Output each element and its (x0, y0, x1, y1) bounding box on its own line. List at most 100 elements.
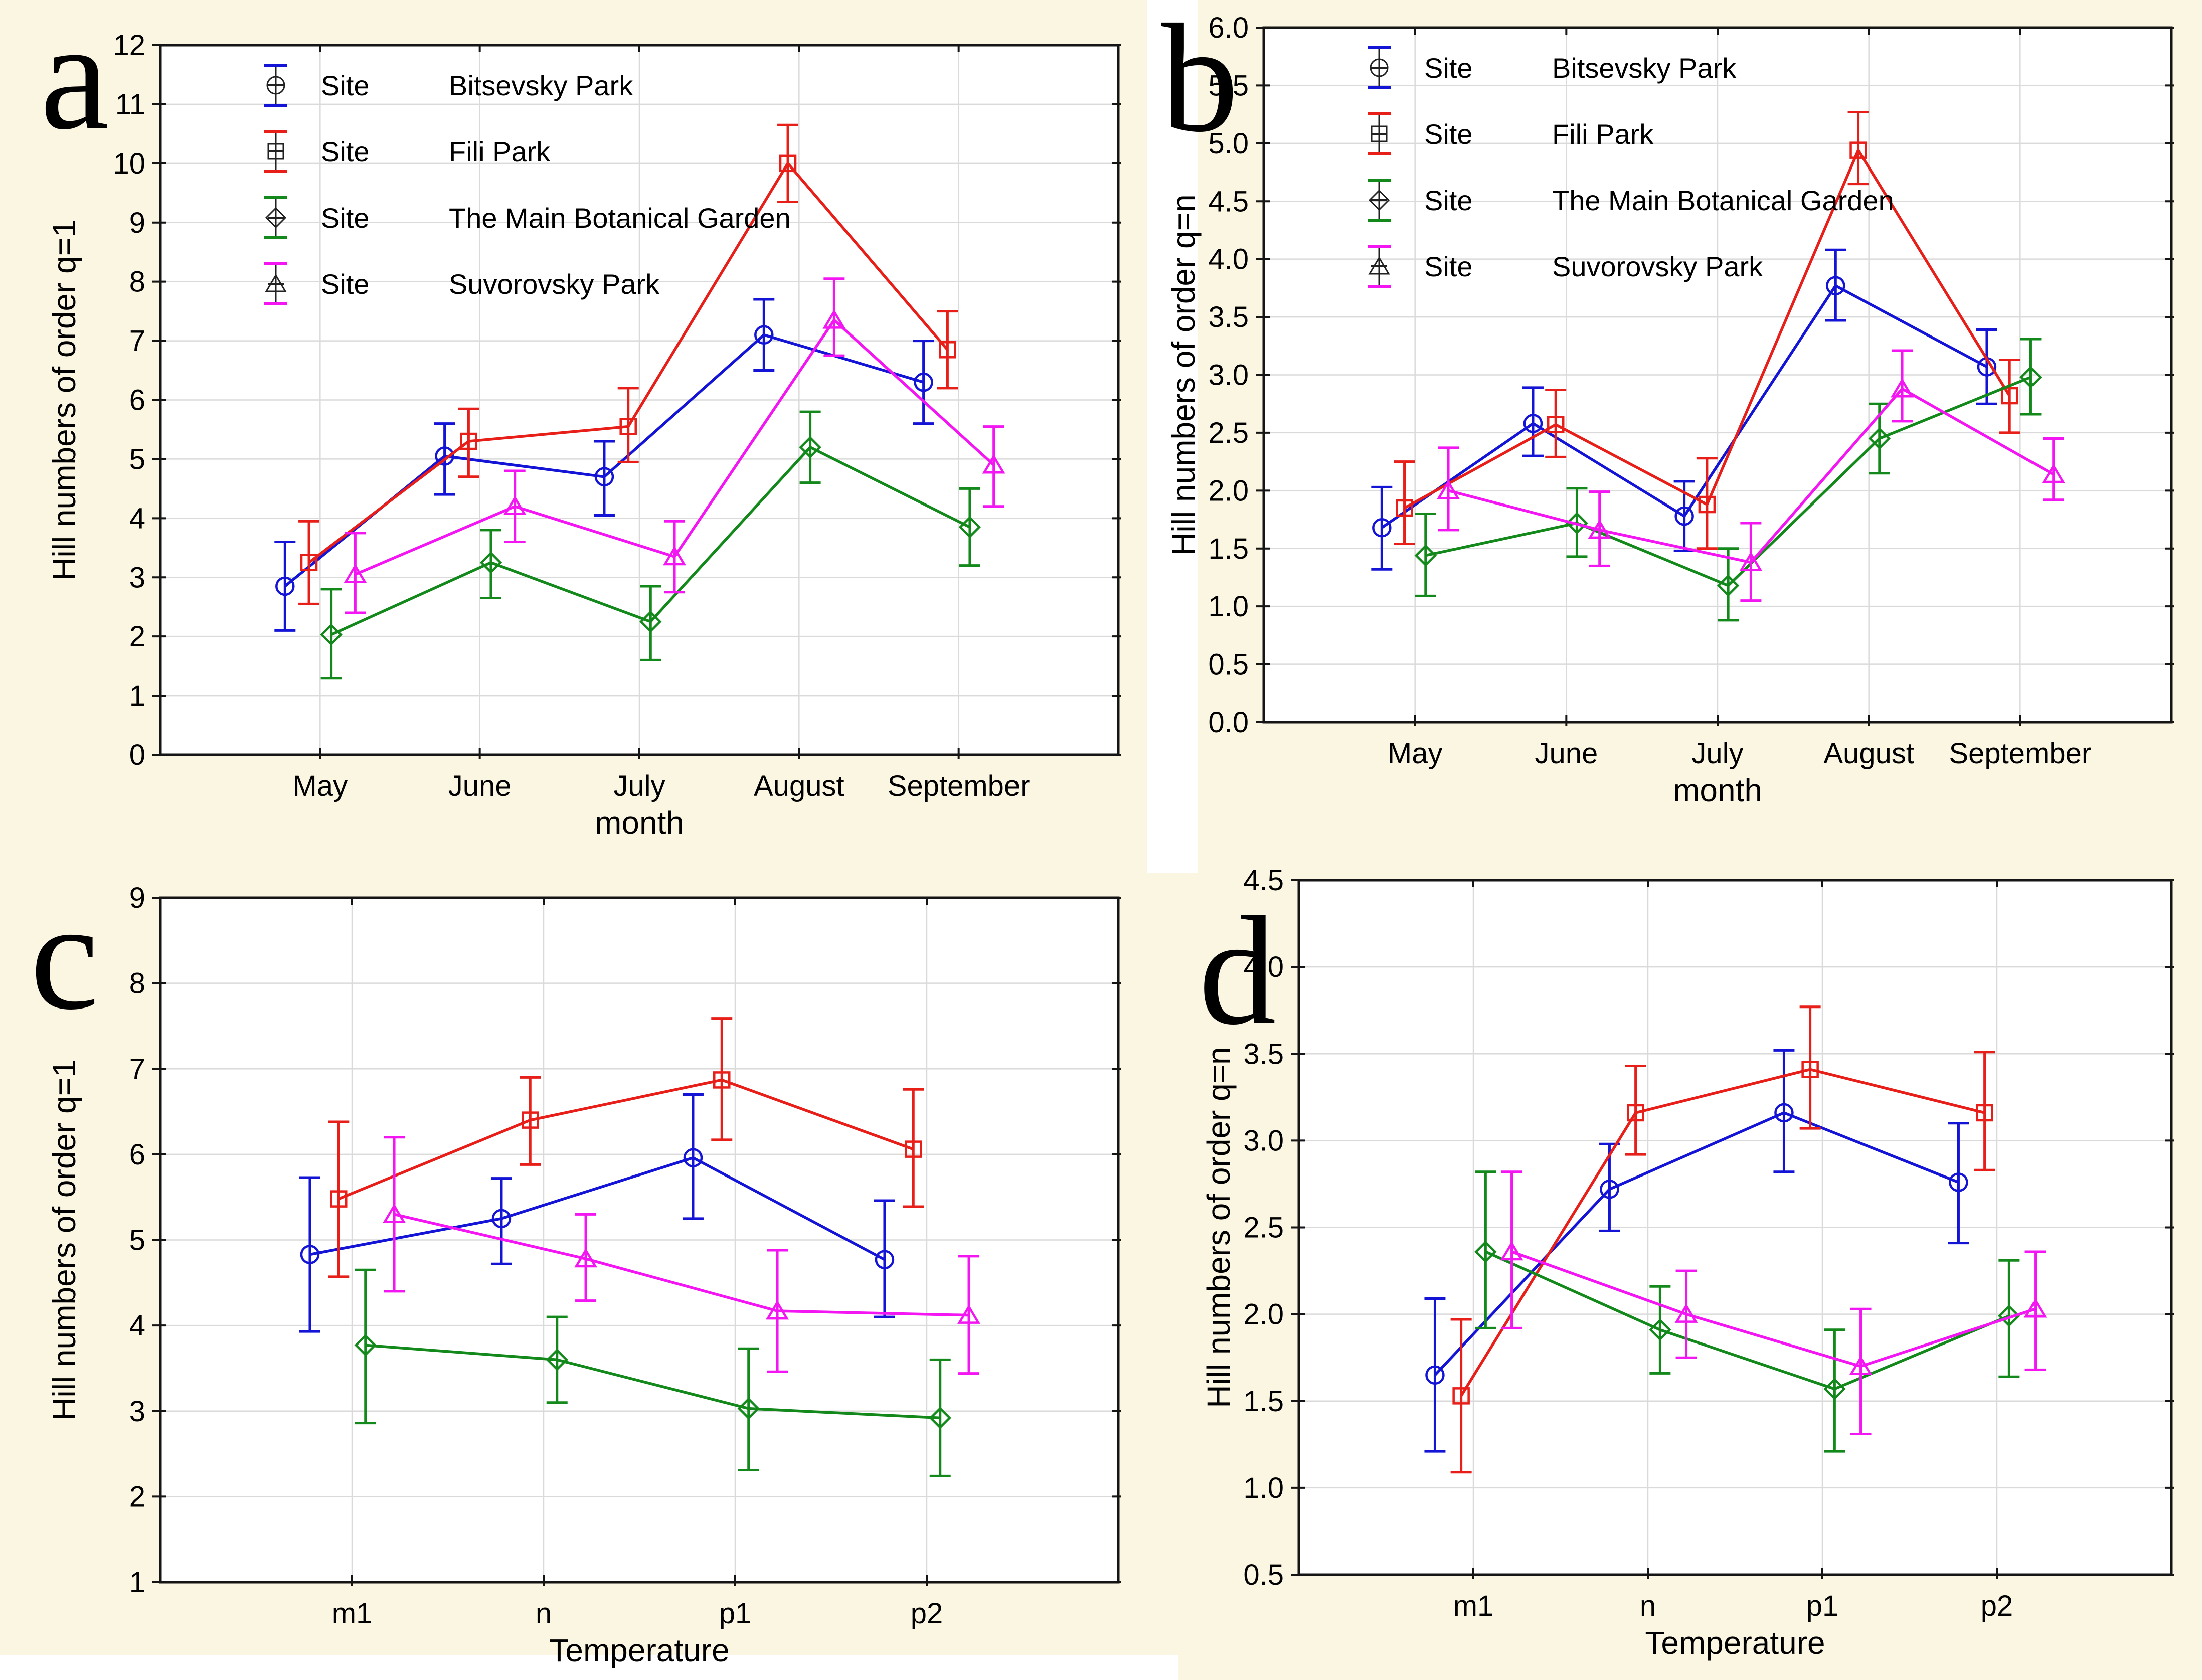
circle-marker (1523, 414, 1543, 433)
y-tick-label: 2.0 (1208, 474, 1249, 507)
circle-marker (683, 1148, 703, 1167)
diamond-marker (1823, 1378, 1846, 1400)
x-tick-label: May (1388, 737, 1443, 770)
y-tick-label: 5.0 (1208, 127, 1249, 160)
series-line (1425, 376, 2031, 587)
square-marker (460, 432, 477, 450)
triangle-marker (2023, 1298, 2047, 1318)
x-tick-label: p1 (1806, 1590, 1839, 1622)
legend-series-name: Suvorovsky Park (1552, 251, 1763, 282)
y-tick-label: 1.5 (1243, 1385, 1284, 1418)
y-axis-title: Hill numbers of order q=1 (46, 1059, 82, 1420)
circle-marker (754, 325, 774, 345)
square-marker (779, 154, 797, 173)
legend-site-label: Site (1424, 52, 1473, 84)
circle-marker (1674, 506, 1694, 526)
y-tick-label: 4.0 (1243, 951, 1284, 983)
series-suvorovsky-park (1437, 349, 2065, 602)
series-line (1511, 1250, 2036, 1368)
x-tick-label: June (448, 770, 512, 802)
triangle-marker (1500, 1241, 1523, 1261)
diamond-marker (1649, 1318, 1671, 1341)
y-tick-label: 7 (129, 1053, 145, 1085)
y-tick-label: 6 (129, 384, 145, 417)
legend-site-label: Site (1424, 118, 1473, 150)
series-suvorovsky-park (344, 277, 1005, 614)
series-suvorovsky-park (1500, 1170, 2047, 1436)
y-tick-label: 6.0 (1208, 12, 1249, 44)
series-line (365, 1343, 940, 1420)
square-marker (2000, 387, 2018, 405)
y-tick-label: 6 (129, 1138, 145, 1171)
y-tick-label: 2.5 (1208, 417, 1249, 449)
series-line (1448, 387, 2055, 564)
y-tick-label: 2.0 (1243, 1298, 1284, 1331)
y-tick-label: 3 (129, 1395, 145, 1428)
y-tick-label: 10 (113, 147, 145, 180)
triangle-marker (663, 546, 686, 566)
circle-marker (1949, 1172, 1968, 1192)
triangle-marker (344, 563, 367, 583)
y-tick-label: 5 (129, 443, 145, 475)
legend: Site Bitsevsky Park Site Fili Park Site The M… (264, 64, 791, 305)
y-tick-label: 3.5 (1208, 301, 1249, 333)
legend-series-name: Bitsevsky Park (449, 70, 633, 101)
legend-series-name: The Main Botanical Garden (449, 202, 791, 234)
diamond-marker (320, 623, 343, 646)
x-tick-label: May (293, 770, 348, 802)
circle-marker (1600, 1180, 1619, 1199)
diamond-marker (354, 1334, 377, 1357)
diamond-marker (1566, 512, 1588, 535)
series-bitsevsky-park (1424, 1049, 1969, 1453)
panel-d: 0.5 1.0 1.5 2.0 2.5 3.0 3.5 4.0 4.5 m1 n p1 p2 Temper… (1199, 864, 2174, 1661)
y-tick-label: 4 (129, 1309, 145, 1342)
x-tick-label: September (888, 770, 1030, 802)
y-tick-label: 1 (129, 1566, 145, 1599)
y-tick-label: 3 (129, 561, 145, 594)
diamond-marker (546, 1349, 568, 1371)
y-tick-label: 12 (113, 29, 145, 62)
triangle-marker (766, 1300, 789, 1320)
circle-marker (1774, 1103, 1794, 1123)
x-tick-label: p2 (1981, 1590, 2013, 1622)
triangle-marker (1891, 378, 1914, 398)
square-marker (1452, 1387, 1470, 1405)
y-tick-label: 9 (129, 207, 145, 239)
square-marker (330, 1190, 348, 1208)
x-tick-label: p2 (911, 1597, 943, 1630)
triangle-marker (574, 1248, 597, 1268)
x-tick-label: September (1949, 737, 2091, 770)
panel-letter: c (30, 870, 99, 1042)
square-marker (905, 1140, 922, 1158)
diamond-marker (1414, 544, 1437, 567)
triangle-marker (503, 495, 527, 515)
x-tick-label: p1 (719, 1597, 752, 1630)
y-tick-label: 0.0 (1208, 706, 1249, 739)
panel-letter: a (40, 0, 109, 162)
plot-frame (159, 44, 1120, 756)
panel-letter: d (1199, 885, 1276, 1057)
series-line (308, 161, 949, 564)
series-bitsevsky-park (1371, 248, 1997, 571)
series-line (1434, 1111, 1959, 1376)
x-tick-label: m1 (332, 1597, 373, 1630)
y-tick-label: 3.0 (1243, 1124, 1284, 1157)
x-tick-label: July (613, 770, 665, 802)
plot-frame (1262, 26, 2173, 724)
legend-item: Site Fili Park (264, 130, 551, 173)
series-fili-park (328, 1017, 924, 1278)
legend-item: Site Fili Park (1368, 112, 1654, 155)
y-axis-title: Hill numbers of order q=n (1165, 194, 1202, 555)
legend-site-label: Site (1424, 251, 1473, 282)
y-tick-label: 4.0 (1208, 243, 1249, 276)
triangle-marker (957, 1304, 980, 1324)
diamond-marker (1717, 574, 1740, 597)
legend-item: Site Bitsevsky Park (264, 64, 633, 107)
y-tick-label: 0.5 (1208, 648, 1249, 681)
triangle-marker (1674, 1303, 1698, 1323)
page-bottom-margin (0, 1655, 1178, 1680)
y-tick-label: 9 (129, 882, 145, 914)
x-tick-label: m1 (1453, 1590, 1494, 1622)
y-tick-label: 2 (129, 620, 145, 653)
